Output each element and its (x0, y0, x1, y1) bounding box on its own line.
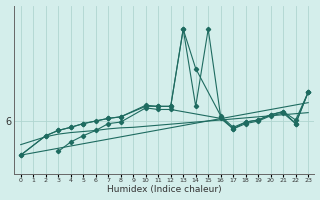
X-axis label: Humidex (Indice chaleur): Humidex (Indice chaleur) (107, 185, 222, 194)
